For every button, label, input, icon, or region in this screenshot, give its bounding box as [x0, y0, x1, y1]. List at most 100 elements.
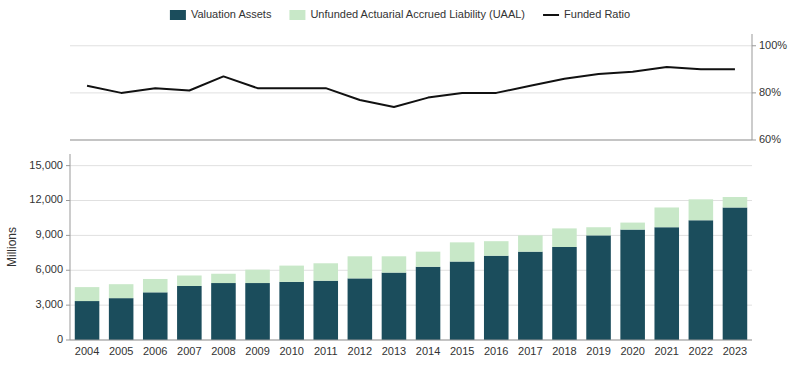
x-tick-label: 2005 [109, 345, 133, 357]
marks [87, 67, 735, 107]
bar [689, 220, 714, 340]
background [0, 0, 800, 387]
x-tick-label: 2014 [416, 345, 440, 357]
marks [75, 197, 747, 340]
bar [552, 247, 577, 340]
bar [313, 281, 338, 340]
panel-bar: 03,0006,0009,00012,00015,000200420052006… [5, 154, 752, 357]
x-axis-line [70, 140, 752, 141]
bar [484, 256, 509, 340]
y-tick-label: 6,000 [35, 263, 63, 275]
bar [75, 301, 100, 340]
x-tick-label: 2020 [620, 345, 644, 357]
bar [620, 223, 645, 230]
bar [586, 227, 611, 235]
legend-label: Funded Ratio [564, 8, 630, 20]
x-tick-label: 2019 [586, 345, 610, 357]
x-tick-label: 2011 [314, 345, 338, 357]
y-tick-label: 60% [759, 133, 781, 145]
grid-line [70, 235, 752, 236]
x-axis-line [70, 340, 752, 341]
y-tick [752, 45, 756, 46]
y-tick [752, 92, 756, 93]
x-tick-label: 2015 [450, 345, 474, 357]
legend-item: Unfunded Actuarial Accrued Liability (UA… [289, 8, 525, 20]
chart: 60%80%100%03,0006,0009,00012,00015,00020… [0, 0, 800, 387]
bar [518, 235, 543, 251]
x-tick-label: 2013 [382, 345, 406, 357]
y-tick-label: 15,000 [29, 159, 63, 171]
grid-line [70, 200, 752, 201]
bar [313, 263, 338, 280]
bar [177, 286, 202, 340]
bar [143, 279, 168, 292]
legend-label: Unfunded Actuarial Accrued Liability (UA… [310, 8, 525, 20]
x-tick-label: 2023 [723, 345, 747, 357]
bar [450, 262, 475, 340]
x-tick-label: 2009 [245, 345, 269, 357]
y-tick [66, 165, 70, 166]
line [87, 67, 735, 107]
grid-line [70, 92, 752, 93]
legend-item: Valuation Assets [170, 8, 272, 20]
legend-label: Valuation Assets [191, 8, 272, 20]
y-tick [752, 140, 756, 141]
x-tick-label: 2022 [689, 345, 713, 357]
grid-line [70, 340, 752, 341]
bar [143, 292, 168, 340]
bar [620, 230, 645, 340]
bar [450, 242, 475, 261]
x-tick-label: 2010 [279, 345, 303, 357]
bar [654, 227, 679, 340]
bar [654, 207, 679, 227]
x-tick-label: 2008 [211, 345, 235, 357]
x-tick-label: 2017 [518, 345, 542, 357]
y-tick [66, 305, 70, 306]
bar [109, 284, 134, 298]
x-tick-label: 2007 [177, 345, 201, 357]
bar [279, 266, 304, 282]
bar [416, 267, 441, 340]
y-axis-label: Millions [5, 227, 19, 267]
y-axis-line [752, 34, 753, 140]
bar [245, 283, 270, 340]
panel-line: 60% 80% 100% [70, 34, 787, 145]
legend-swatch [170, 10, 186, 20]
bar [723, 207, 748, 340]
bar [518, 252, 543, 340]
bar [211, 283, 236, 340]
bar [211, 274, 236, 283]
grid-line [70, 165, 752, 166]
legend-swatch [543, 14, 559, 16]
y-tick [66, 200, 70, 201]
y-tick-label: 0 [57, 333, 63, 345]
y-tick [66, 235, 70, 236]
bar [75, 287, 100, 301]
y-axis-line [70, 154, 71, 340]
bar [723, 197, 748, 207]
bar [382, 273, 407, 340]
bar [279, 282, 304, 340]
y-tick-label: 9,000 [35, 228, 63, 240]
y-tick [66, 340, 70, 341]
y-tick-label: 100% [759, 39, 787, 51]
x-tick-label: 2004 [75, 345, 99, 357]
grid-line [70, 305, 752, 306]
grid-line [70, 45, 752, 46]
bar [348, 278, 373, 340]
x-tick-label: 2006 [143, 345, 167, 357]
legend-item: Funded Ratio [543, 8, 630, 20]
bar [586, 235, 611, 340]
bar [382, 256, 407, 272]
grid-line [70, 140, 752, 141]
x-tick-label: 2012 [348, 345, 372, 357]
y-tick [66, 270, 70, 271]
bar [689, 199, 714, 220]
bar [177, 275, 202, 285]
y-tick-label: 80% [759, 86, 781, 98]
y-tick-label: 3,000 [35, 298, 63, 310]
bar [109, 298, 134, 340]
legend: Valuation Assets Unfunded Actuarial Accru… [170, 8, 630, 20]
bar [348, 256, 373, 278]
grid-line [70, 270, 752, 271]
